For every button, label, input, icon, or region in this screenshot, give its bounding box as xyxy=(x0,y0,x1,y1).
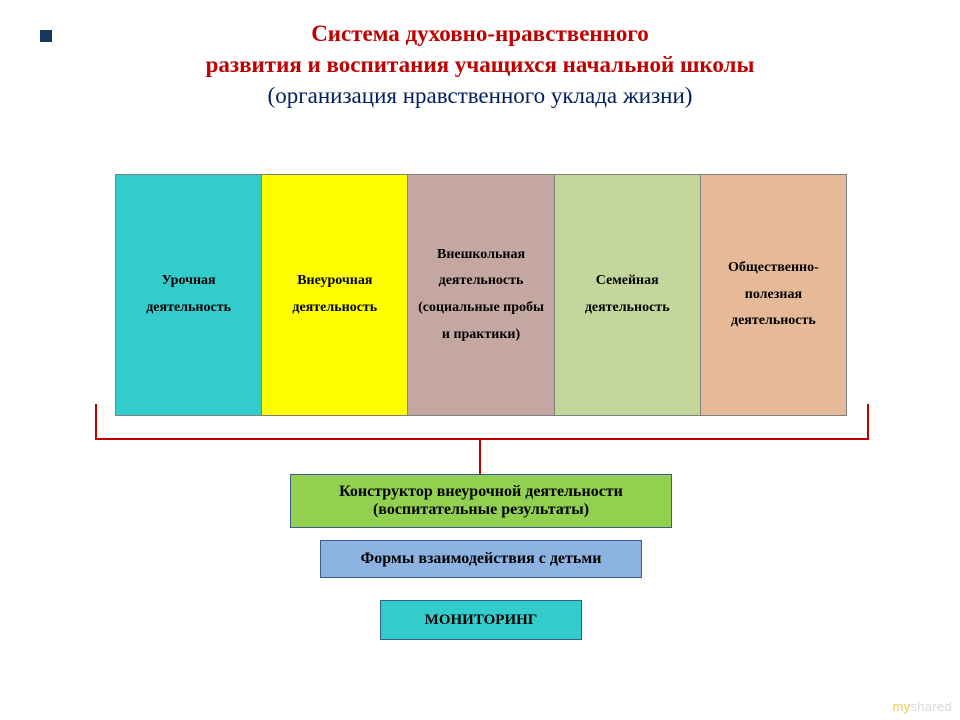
box-monitoring: МОНИТОРИНГ xyxy=(380,600,582,640)
box-forms-label: Формы взаимодействия с детьми xyxy=(361,550,602,568)
title-line3: (организация нравственного уклада жизни) xyxy=(0,80,960,111)
box-constructor-label: Конструктор внеурочной деятельности (вос… xyxy=(291,483,671,519)
column-urochnaya: Урочная деятельность xyxy=(116,175,262,415)
column-vneshkolnaya: Внешкольная деятельность (социальные про… xyxy=(408,175,554,415)
slide-marker xyxy=(40,30,52,42)
title-line2: развития и воспитания учащихся начальной… xyxy=(0,49,960,80)
title-line1: Система духовно-нравственного xyxy=(0,18,960,49)
column-semeynaya: Семейная деятельность xyxy=(555,175,701,415)
activity-columns: Урочная деятельность Внеурочная деятельн… xyxy=(115,174,847,416)
watermark-prefix: my xyxy=(893,699,911,714)
box-monitoring-label: МОНИТОРИНГ xyxy=(425,612,538,629)
column-vneurochnaya: Внеурочная деятельность xyxy=(262,175,408,415)
box-constructor: Конструктор внеурочной деятельности (вос… xyxy=(290,474,672,528)
column-obshchestvenno: Общественно-полезная деятельность xyxy=(701,175,846,415)
watermark-rest: shared xyxy=(910,699,952,714)
title-block: Система духовно-нравственного развития и… xyxy=(0,0,960,111)
bracket-stem xyxy=(479,438,481,474)
watermark: myshared xyxy=(893,699,953,714)
bracket xyxy=(95,404,869,440)
box-forms: Формы взаимодействия с детьми xyxy=(320,540,642,578)
